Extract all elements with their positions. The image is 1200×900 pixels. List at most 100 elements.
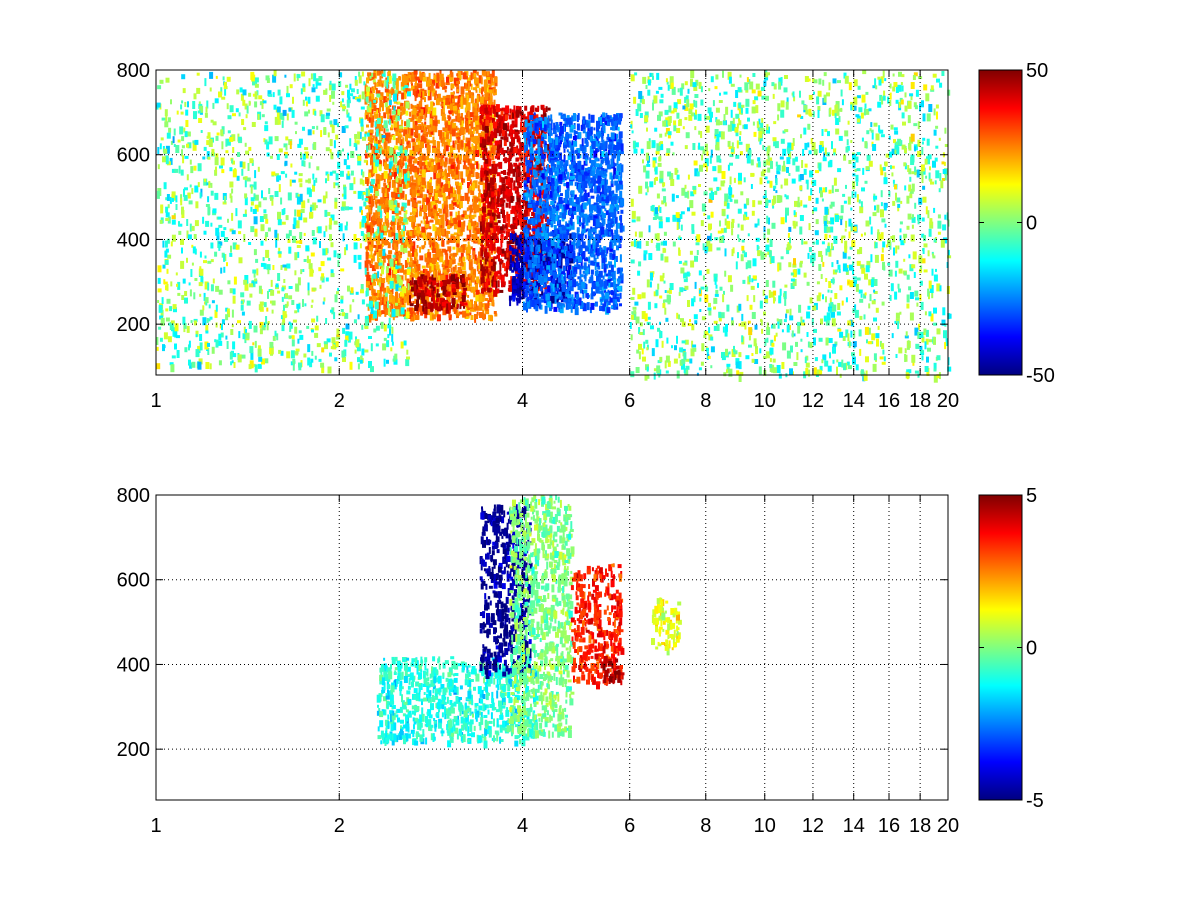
heatmap-cell xyxy=(385,241,389,245)
heatmap-cell xyxy=(546,163,549,167)
heatmap-cell xyxy=(538,293,542,297)
heatmap-cell xyxy=(454,95,458,99)
heatmap-cell xyxy=(401,221,406,226)
heatmap-cell xyxy=(479,96,484,104)
heatmap-cell xyxy=(488,104,490,111)
heatmap-cell xyxy=(523,265,526,269)
heatmap-cell xyxy=(384,88,389,93)
heatmap-cell xyxy=(447,238,452,243)
heatmap-cell xyxy=(485,177,489,185)
heatmap-cell xyxy=(489,190,492,197)
heatmap-cell xyxy=(442,206,446,214)
heatmap-cell xyxy=(597,141,601,150)
heatmap-cell xyxy=(512,168,516,177)
heatmap-cell xyxy=(516,257,519,263)
heatmap-cell xyxy=(515,176,519,183)
heatmap-cell xyxy=(375,87,378,94)
heatmap-cell xyxy=(487,272,490,281)
heatmap-cell xyxy=(364,131,368,135)
heatmap-cell xyxy=(470,215,475,219)
heatmap-cell xyxy=(499,263,502,271)
heatmap-cell xyxy=(460,140,464,148)
heatmap-cell xyxy=(429,195,432,200)
heatmap-cell xyxy=(432,79,435,86)
heatmap-cell xyxy=(390,124,393,129)
heatmap-cell xyxy=(557,142,561,151)
heatmap-cell xyxy=(445,122,450,128)
heatmap-cell xyxy=(427,128,431,135)
heatmap-cell xyxy=(406,307,410,315)
heatmap-cell xyxy=(550,256,555,262)
heatmap-cell xyxy=(484,86,488,94)
heatmap-cell xyxy=(506,232,509,238)
heatmap-cell xyxy=(462,97,467,105)
heatmap-cell xyxy=(371,215,375,224)
heatmap-cell xyxy=(505,269,508,277)
heatmap-cell xyxy=(379,101,383,108)
heatmap-cell xyxy=(377,81,380,86)
heatmap-cell xyxy=(605,112,608,119)
heatmap-cell xyxy=(384,232,388,236)
heatmap-cell xyxy=(511,137,515,145)
heatmap-cell xyxy=(451,283,456,292)
heatmap-cell xyxy=(368,196,371,205)
heatmap-cell xyxy=(372,184,375,188)
heatmap-cell xyxy=(457,210,460,216)
heatmap-cell xyxy=(400,251,403,255)
heatmap-cell xyxy=(443,188,446,195)
heatmap-cell xyxy=(547,115,550,124)
heatmap-cell xyxy=(509,169,514,174)
heatmap-cell xyxy=(423,244,426,248)
heatmap-cell xyxy=(426,80,430,87)
heatmap-cell xyxy=(553,306,558,312)
heatmap-cell xyxy=(391,191,396,198)
heatmap-cell xyxy=(533,255,538,258)
heatmap-cell xyxy=(478,189,481,195)
heatmap-cell xyxy=(616,134,618,137)
heatmap-cell xyxy=(428,72,431,80)
heatmap-cell xyxy=(417,295,421,300)
heatmap-cell xyxy=(442,308,447,316)
heatmap-cell xyxy=(501,177,506,184)
heatmap-cell xyxy=(479,279,481,288)
heatmap-cell xyxy=(436,256,440,260)
heatmap-cell xyxy=(424,229,427,236)
heatmap-cell xyxy=(408,261,413,265)
heatmap-cell xyxy=(458,273,461,279)
heatmap-cell xyxy=(619,292,622,299)
heatmap-cell xyxy=(546,166,550,174)
heatmap-cell xyxy=(380,197,384,205)
heatmap-cell xyxy=(458,292,463,296)
heatmap-cell xyxy=(378,218,383,223)
heatmap-cell xyxy=(517,273,520,281)
heatmap-cell xyxy=(387,259,390,263)
heatmap-cell xyxy=(382,237,386,241)
heatmap-cell xyxy=(417,90,422,97)
heatmap-cell xyxy=(394,252,399,260)
heatmap-cell xyxy=(510,254,515,263)
heatmap-cell xyxy=(527,224,531,229)
heatmap-cell xyxy=(431,314,436,320)
heatmap-cell xyxy=(427,249,430,253)
heatmap-cell xyxy=(416,183,420,188)
heatmap-cell xyxy=(376,142,381,148)
heatmap-cell xyxy=(365,247,368,253)
heatmap-cell xyxy=(383,126,386,134)
heatmap-cell xyxy=(391,196,396,201)
heatmap-cell xyxy=(486,187,489,196)
heatmap-cell xyxy=(585,175,590,184)
heatmap-cell xyxy=(426,144,431,153)
heatmap-cell xyxy=(426,280,429,287)
heatmap-cell xyxy=(543,139,546,147)
heatmap-cell xyxy=(385,106,389,115)
heatmap-cell xyxy=(440,224,443,228)
heatmap-cell xyxy=(413,179,417,183)
heatmap-cell xyxy=(512,112,517,120)
heatmap-cell xyxy=(542,255,546,261)
heatmap-cell xyxy=(449,223,454,227)
heatmap-cell xyxy=(598,270,603,278)
heatmap-cell xyxy=(400,190,405,198)
heatmap-cell xyxy=(418,211,422,217)
heatmap-cell xyxy=(435,173,440,179)
heatmap-cell xyxy=(570,197,574,204)
